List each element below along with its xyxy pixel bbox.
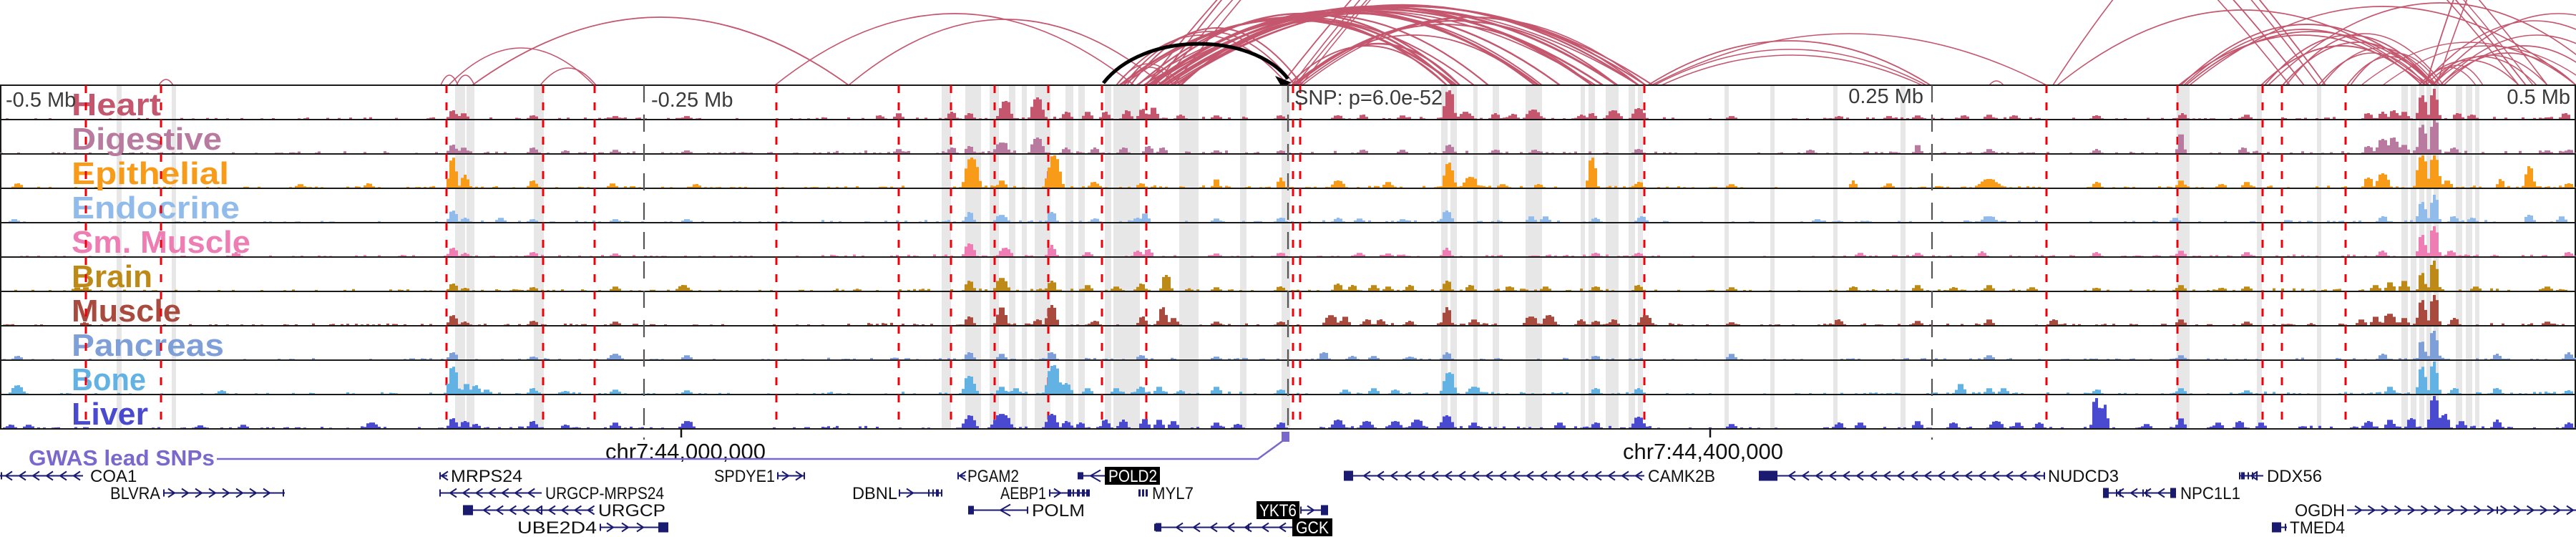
svg-text:POLD2: POLD2 [1108,467,1157,486]
svg-text:URGCP-MRPS24: URGCP-MRPS24 [545,484,664,503]
svg-text:chr7:44,000,000: chr7:44,000,000 [605,439,766,464]
svg-text:OGDH: OGDH [2295,501,2345,521]
svg-text:YKT6: YKT6 [1259,501,1297,521]
svg-text:Pancreas: Pancreas [72,328,224,363]
svg-text:Bone: Bone [72,362,146,397]
svg-text:Endocrine: Endocrine [72,190,240,226]
svg-text:POLM: POLM [1032,501,1085,521]
svg-text:UBE2D4: UBE2D4 [517,518,597,537]
svg-text:Digestive: Digestive [72,122,222,157]
svg-text:-0.25 Mb: -0.25 Mb [651,89,733,112]
svg-text:TMED4: TMED4 [2290,518,2345,537]
svg-text:MYL7: MYL7 [1152,484,1194,503]
svg-text:DDX56: DDX56 [2267,467,2322,486]
svg-text:BLVRA: BLVRA [110,484,160,503]
svg-text:GWAS lead SNPs: GWAS lead SNPs [29,445,215,470]
svg-text:Epithelial: Epithelial [72,156,229,191]
svg-text:MRPS24: MRPS24 [451,467,522,486]
svg-text:NPC1L1: NPC1L1 [2180,484,2240,503]
svg-text:-0.5 Mb: -0.5 Mb [6,89,76,112]
svg-text:DBNL: DBNL [852,484,897,503]
svg-text:Muscle: Muscle [72,294,181,329]
svg-text:chr7:44,400,000: chr7:44,400,000 [1623,439,1783,464]
svg-text:Liver: Liver [72,397,148,432]
svg-text:0.5 Mb: 0.5 Mb [2507,86,2570,109]
svg-text:SPDYE1: SPDYE1 [714,467,775,486]
svg-text:SNP: p=6.0e-52: SNP: p=6.0e-52 [1294,87,1443,110]
svg-text:NUDCD3: NUDCD3 [2048,467,2119,486]
svg-text:CAMK2B: CAMK2B [1648,467,1715,486]
svg-text:COA1: COA1 [90,467,137,486]
svg-text:0.25 Mb: 0.25 Mb [1848,85,1923,108]
svg-text:URGCP: URGCP [598,501,665,521]
svg-text:AEBP1: AEBP1 [1000,484,1046,503]
svg-text:GCK: GCK [1296,518,1329,537]
svg-text:PGAM2: PGAM2 [967,467,1019,486]
